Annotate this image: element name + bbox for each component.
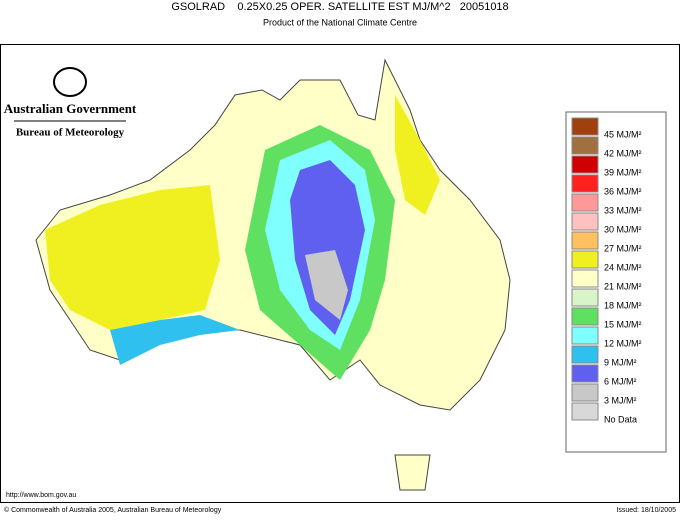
legend-swatch — [571, 345, 599, 364]
legend-label: 36 MJ/M² — [604, 186, 642, 196]
logo: Australian Government Bureau of Meteorol… — [4, 67, 137, 139]
legend-swatch — [571, 193, 599, 212]
legend-label: 42 MJ/M² — [604, 148, 642, 158]
legend-swatch — [571, 155, 599, 174]
legend-label: 21 MJ/M² — [604, 281, 642, 291]
legend-swatch — [571, 326, 599, 345]
legend-label: 30 MJ/M² — [604, 224, 642, 234]
legend-swatch — [571, 174, 599, 193]
title: GSOLRAD 0.25X0.25 OPER. SATELLITE EST MJ… — [171, 1, 508, 13]
legend-swatch — [571, 250, 599, 269]
legend-label: 45 MJ/M² — [604, 129, 642, 139]
legend-swatch — [571, 212, 599, 231]
legend: 45 MJ/M² 42 MJ/M² 39 MJ/M² 36 MJ/M² 33 MJ/M²… — [565, 111, 667, 453]
legend-swatch — [571, 402, 599, 421]
legend-swatch — [571, 288, 599, 307]
legend-swatch — [571, 307, 599, 326]
footer-copyright: © Commonwealth of Australia 2005, Austra… — [4, 506, 222, 514]
map — [35, 58, 511, 491]
legend-label: 27 MJ/M² — [604, 243, 642, 253]
legend-label: 9 MJ/M² — [604, 357, 637, 367]
legend-label: 12 MJ/M² — [604, 338, 642, 348]
legend-label: 18 MJ/M² — [604, 300, 642, 310]
logo-line2: Bureau of Meteorology — [16, 127, 125, 139]
legend-label: 6 MJ/M² — [604, 376, 637, 386]
legend-swatch — [571, 364, 599, 383]
footer-issued: Issued: 18/10/2005 — [616, 507, 676, 514]
legend-swatch — [571, 231, 599, 250]
legend-label: No Data — [604, 414, 637, 424]
legend-label: 33 MJ/M² — [604, 205, 642, 215]
legend-swatch — [571, 117, 599, 136]
legend-swatch — [571, 269, 599, 288]
subtitle: Product of the National Climate Centre — [263, 17, 417, 27]
legend-label: 39 MJ/M² — [604, 167, 642, 177]
legend-label: 24 MJ/M² — [604, 262, 642, 272]
legend-swatch — [571, 383, 599, 402]
logo-line1: Australian Government — [4, 101, 137, 116]
legend-label: 15 MJ/M² — [604, 319, 642, 329]
footer-url: http://www.bom.gov.au — [6, 492, 76, 499]
legend-swatch — [571, 136, 599, 155]
legend-label: 3 MJ/M² — [604, 395, 637, 405]
